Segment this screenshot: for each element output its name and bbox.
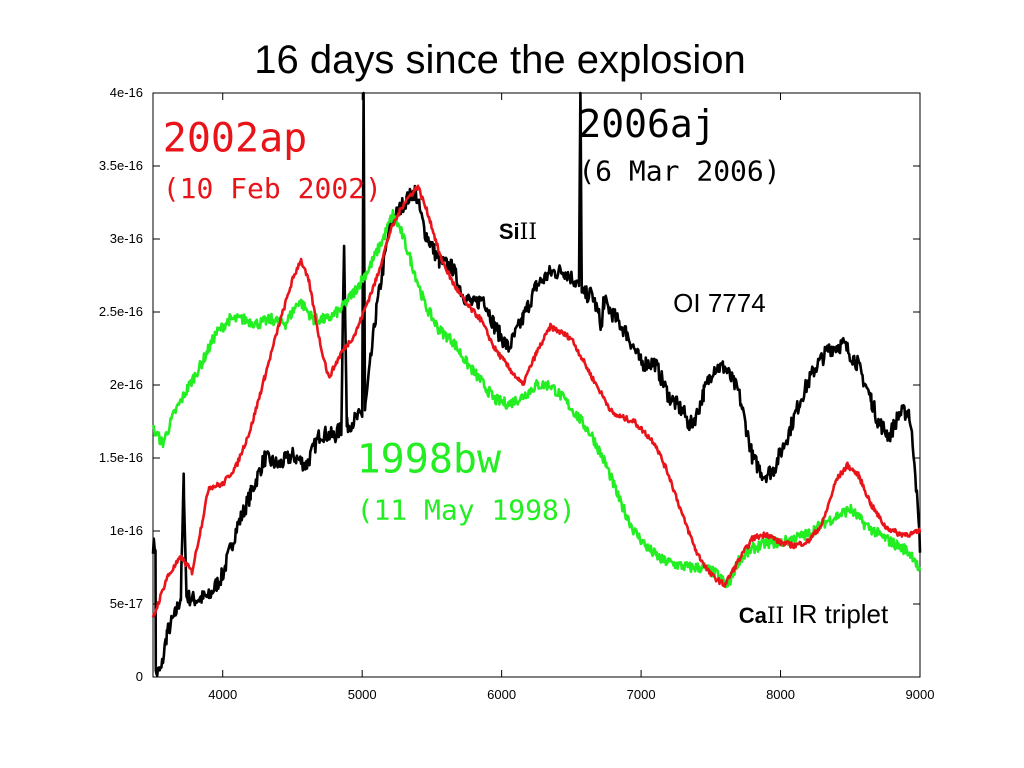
annotation-ca-ion: II [767, 604, 784, 629]
annotation-si-ion: II [520, 220, 537, 245]
x-tick-label: 5000 [348, 687, 377, 702]
y-tick-label: 1e-16 [110, 523, 143, 538]
y-tick-label: 0 [136, 669, 143, 684]
chart-title: 16 days since the explosion [254, 38, 746, 82]
y-tick-label: 4e-16 [110, 85, 143, 100]
series-date-1998bw: (11 May 1998) [357, 493, 576, 526]
x-tick-label: 6000 [487, 687, 516, 702]
y-tick-label: 5e-17 [110, 596, 143, 611]
y-tick-label: 3.5e-16 [99, 158, 143, 173]
series-layer [151, 91, 922, 678]
series-label-1998bw: 1998bw [357, 437, 502, 483]
series-line-2002ap [151, 184, 922, 618]
annotation-si: SiII [499, 219, 537, 245]
x-tick-label: 7000 [627, 687, 656, 702]
series-label-2002ap: 2002ap [163, 115, 308, 161]
series-date-2002ap: (10 Feb 2002) [163, 172, 382, 205]
annotation-oi: OI 7774 [673, 288, 766, 318]
y-tick-label: 2e-16 [110, 377, 143, 392]
series-date-2006aj: (6 Mar 2006) [578, 155, 780, 188]
x-tick-label: 4000 [208, 687, 237, 702]
series-line-2006aj [151, 91, 922, 678]
y-tick-label: 3e-16 [110, 231, 143, 246]
series-label-2006aj: 2006aj [578, 102, 715, 146]
annotation-layer: 2002ap (10 Feb 2002) 2006aj (6 Mar 2006) 199… [163, 102, 889, 629]
x-tick-label: 9000 [906, 687, 935, 702]
axis-ticks: 0 5e-17 1e-16 1.5e-16 2e-16 2.5e-16 3e-16 3.5e-… [99, 85, 935, 702]
annotation-ca-element: Ca [739, 603, 768, 628]
y-tick-label: 1.5e-16 [99, 450, 143, 465]
x-tick-label: 8000 [766, 687, 795, 702]
y-tick-label: 2.5e-16 [99, 304, 143, 319]
annotation-ca-tail: IR triplet [784, 599, 889, 629]
annotation-si-element: Si [499, 219, 520, 244]
annotation-ca: CaII IR triplet [739, 599, 889, 629]
